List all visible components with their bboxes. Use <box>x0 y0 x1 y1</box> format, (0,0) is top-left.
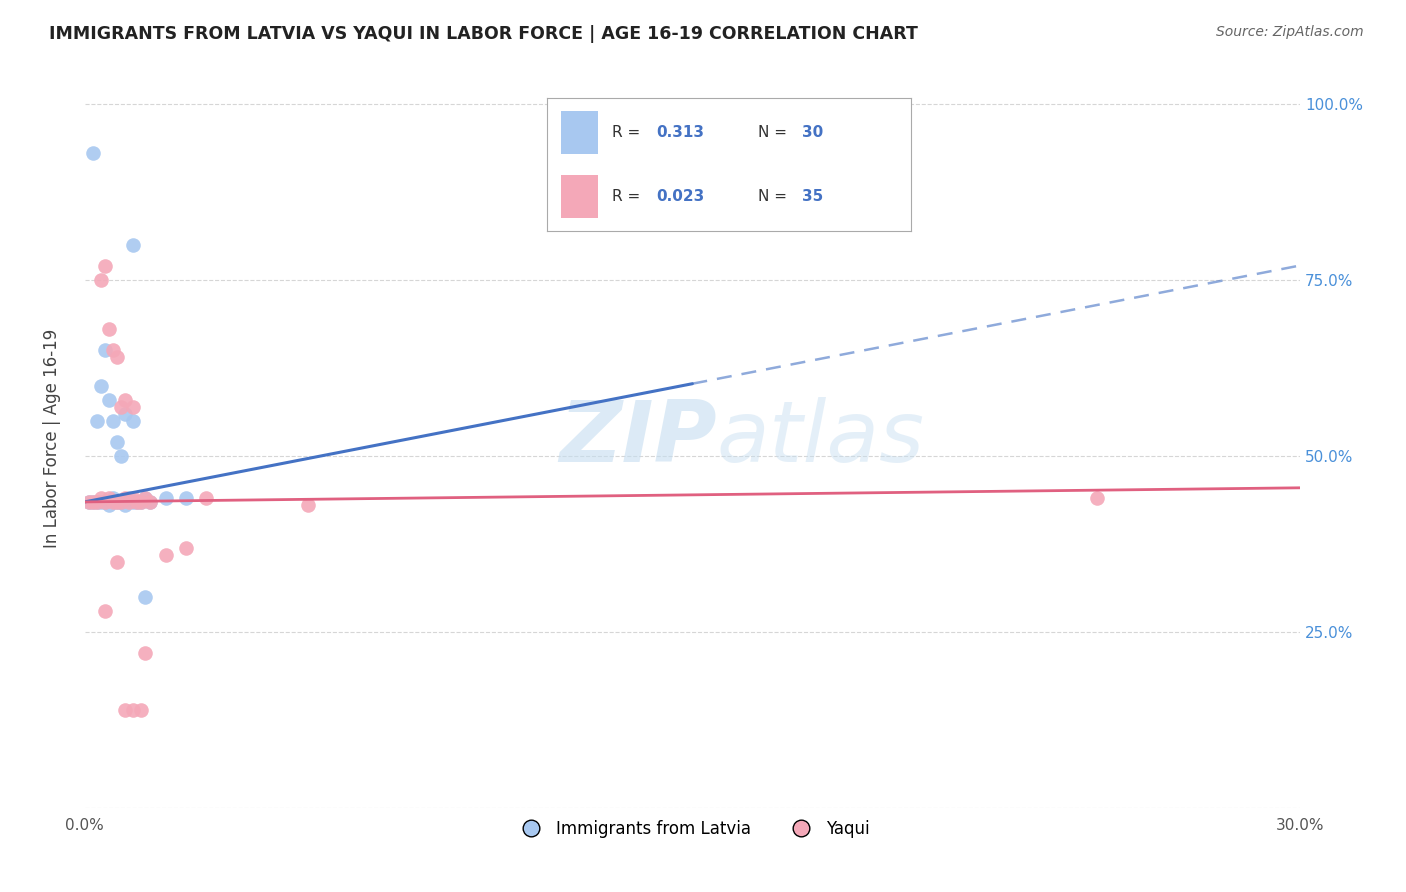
Point <box>105 495 128 509</box>
Point <box>174 491 197 506</box>
Point <box>114 407 136 421</box>
Point <box>90 378 112 392</box>
Point <box>105 435 128 450</box>
Point <box>94 495 117 509</box>
Point <box>86 495 108 509</box>
Point <box>114 392 136 407</box>
Point <box>297 499 319 513</box>
Point <box>195 491 218 506</box>
Point <box>82 495 104 509</box>
Point <box>122 414 145 428</box>
Point <box>94 495 117 509</box>
Point <box>134 647 156 661</box>
Point <box>94 259 117 273</box>
Point <box>118 491 141 506</box>
Point <box>98 499 121 513</box>
Point <box>105 351 128 365</box>
Point <box>138 495 160 509</box>
Point <box>134 491 156 506</box>
Point <box>122 400 145 414</box>
Point <box>131 495 153 509</box>
Point <box>90 495 112 509</box>
Point <box>90 491 112 506</box>
Point <box>127 495 149 509</box>
Text: Source: ZipAtlas.com: Source: ZipAtlas.com <box>1216 25 1364 39</box>
Point <box>114 491 136 506</box>
Point <box>86 495 108 509</box>
Point <box>110 495 132 509</box>
Point <box>98 491 121 506</box>
Y-axis label: In Labor Force | Age 16-19: In Labor Force | Age 16-19 <box>44 329 60 548</box>
Point <box>118 495 141 509</box>
Legend: Immigrants from Latvia, Yaqui: Immigrants from Latvia, Yaqui <box>508 814 877 845</box>
Point <box>134 590 156 604</box>
Point <box>90 273 112 287</box>
Point <box>127 495 149 509</box>
Point <box>94 343 117 358</box>
Point <box>114 703 136 717</box>
Point <box>110 495 132 509</box>
Text: atlas: atlas <box>717 397 925 480</box>
Text: ZIP: ZIP <box>560 397 717 480</box>
Point <box>82 495 104 509</box>
Point <box>101 414 124 428</box>
Point <box>122 491 145 506</box>
Point <box>122 703 145 717</box>
Point <box>77 495 100 509</box>
Point <box>101 491 124 506</box>
Point <box>86 414 108 428</box>
Point <box>77 495 100 509</box>
Point <box>131 703 153 717</box>
Point <box>155 491 177 506</box>
Point <box>155 548 177 562</box>
Point <box>134 491 156 506</box>
Point <box>101 495 124 509</box>
Point <box>122 495 145 509</box>
Point <box>98 392 121 407</box>
Point <box>110 449 132 463</box>
Point <box>101 343 124 358</box>
Point <box>174 541 197 555</box>
Point <box>82 146 104 161</box>
Point <box>1087 491 1109 506</box>
Point <box>138 495 160 509</box>
Point <box>114 499 136 513</box>
Point <box>105 495 128 509</box>
Point <box>110 400 132 414</box>
Point <box>105 555 128 569</box>
Point <box>131 495 153 509</box>
Point <box>94 604 117 618</box>
Point <box>122 237 145 252</box>
Point <box>98 322 121 336</box>
Text: IMMIGRANTS FROM LATVIA VS YAQUI IN LABOR FORCE | AGE 16-19 CORRELATION CHART: IMMIGRANTS FROM LATVIA VS YAQUI IN LABOR… <box>49 25 918 43</box>
